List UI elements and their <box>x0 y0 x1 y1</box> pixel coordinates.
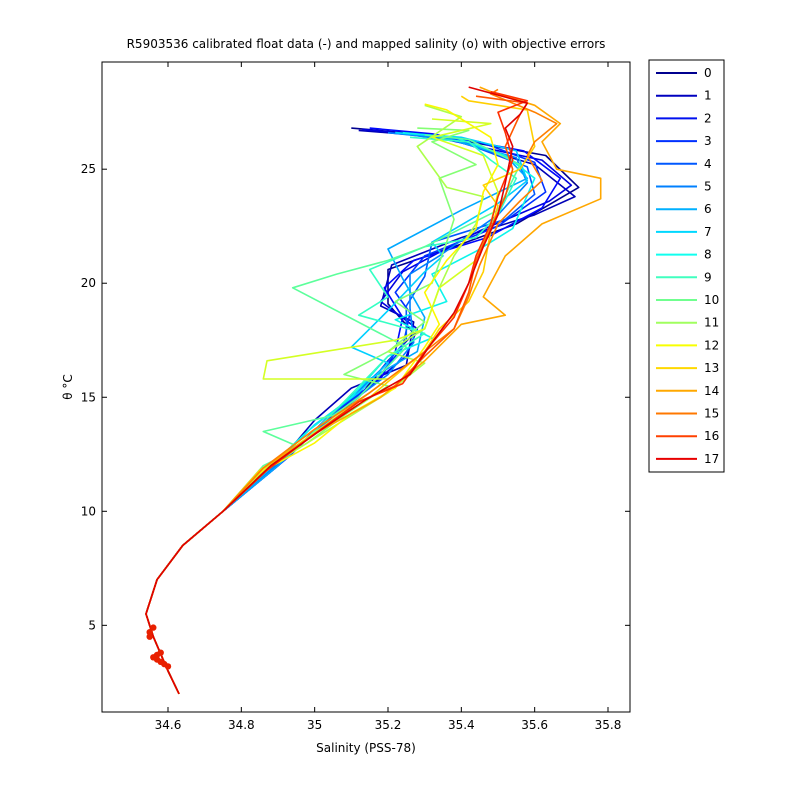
legend-label-11: 11 <box>704 316 719 330</box>
series-line-21 <box>145 86 529 695</box>
deep-point-0 <box>146 633 153 640</box>
legend-label-2: 2 <box>704 111 712 125</box>
legend-label-7: 7 <box>704 225 712 239</box>
y-tick-label-1: 10 <box>81 504 96 518</box>
y-tick-label-2: 15 <box>81 390 96 404</box>
x-axis-label: Salinity (PSS-78) <box>316 741 416 755</box>
y-tick-label-3: 20 <box>81 276 96 290</box>
deep-point-2 <box>150 624 157 631</box>
legend-label-15: 15 <box>704 407 719 421</box>
x-ticks: 34.6 34.8 35 35.2 35.4 35.6 35.8 <box>155 62 622 732</box>
legend-label-12: 12 <box>704 338 719 352</box>
legend-label-0: 0 <box>704 66 712 80</box>
legend-label-3: 3 <box>704 134 712 148</box>
deep-point-7 <box>153 656 161 663</box>
legend-label-16: 16 <box>704 429 719 443</box>
y-ticks: 5 10 15 20 25 <box>81 162 630 632</box>
chart-title: R5903536 calibrated float data (-) and m… <box>127 37 606 51</box>
x-tick-label-6: 35.8 <box>595 718 622 732</box>
legend-label-9: 9 <box>704 270 712 284</box>
deep-point-9 <box>164 663 172 670</box>
legend-label-4: 4 <box>704 157 712 171</box>
x-tick-label-5: 35.6 <box>521 718 548 732</box>
legend-box <box>648 59 725 473</box>
plot-frame <box>101 61 631 713</box>
x-tick-label-4: 35.4 <box>448 718 475 732</box>
y-tick-label-0: 5 <box>88 618 96 632</box>
x-tick-label-2: 35 <box>307 718 322 732</box>
series-layer <box>145 86 602 695</box>
legend-label-13: 13 <box>704 361 719 375</box>
x-tick-label-0: 34.6 <box>155 718 182 732</box>
legend-label-5: 5 <box>704 180 712 194</box>
legend-label-17: 17 <box>704 452 719 466</box>
y-tick-label-4: 25 <box>81 162 96 176</box>
deep-point-1 <box>146 629 153 636</box>
deep-points-layer <box>146 624 172 670</box>
deep-point-5 <box>157 649 164 656</box>
legend-label-14: 14 <box>704 384 719 398</box>
x-tick-label-1: 34.8 <box>228 718 255 732</box>
legend-label-10: 10 <box>704 293 719 307</box>
legend-label-1: 1 <box>704 89 712 103</box>
y-axis-label: θ °C <box>61 374 75 400</box>
legend-label-6: 6 <box>704 202 712 216</box>
x-tick-label-3: 35.2 <box>375 718 402 732</box>
legend-label-8: 8 <box>704 248 712 262</box>
